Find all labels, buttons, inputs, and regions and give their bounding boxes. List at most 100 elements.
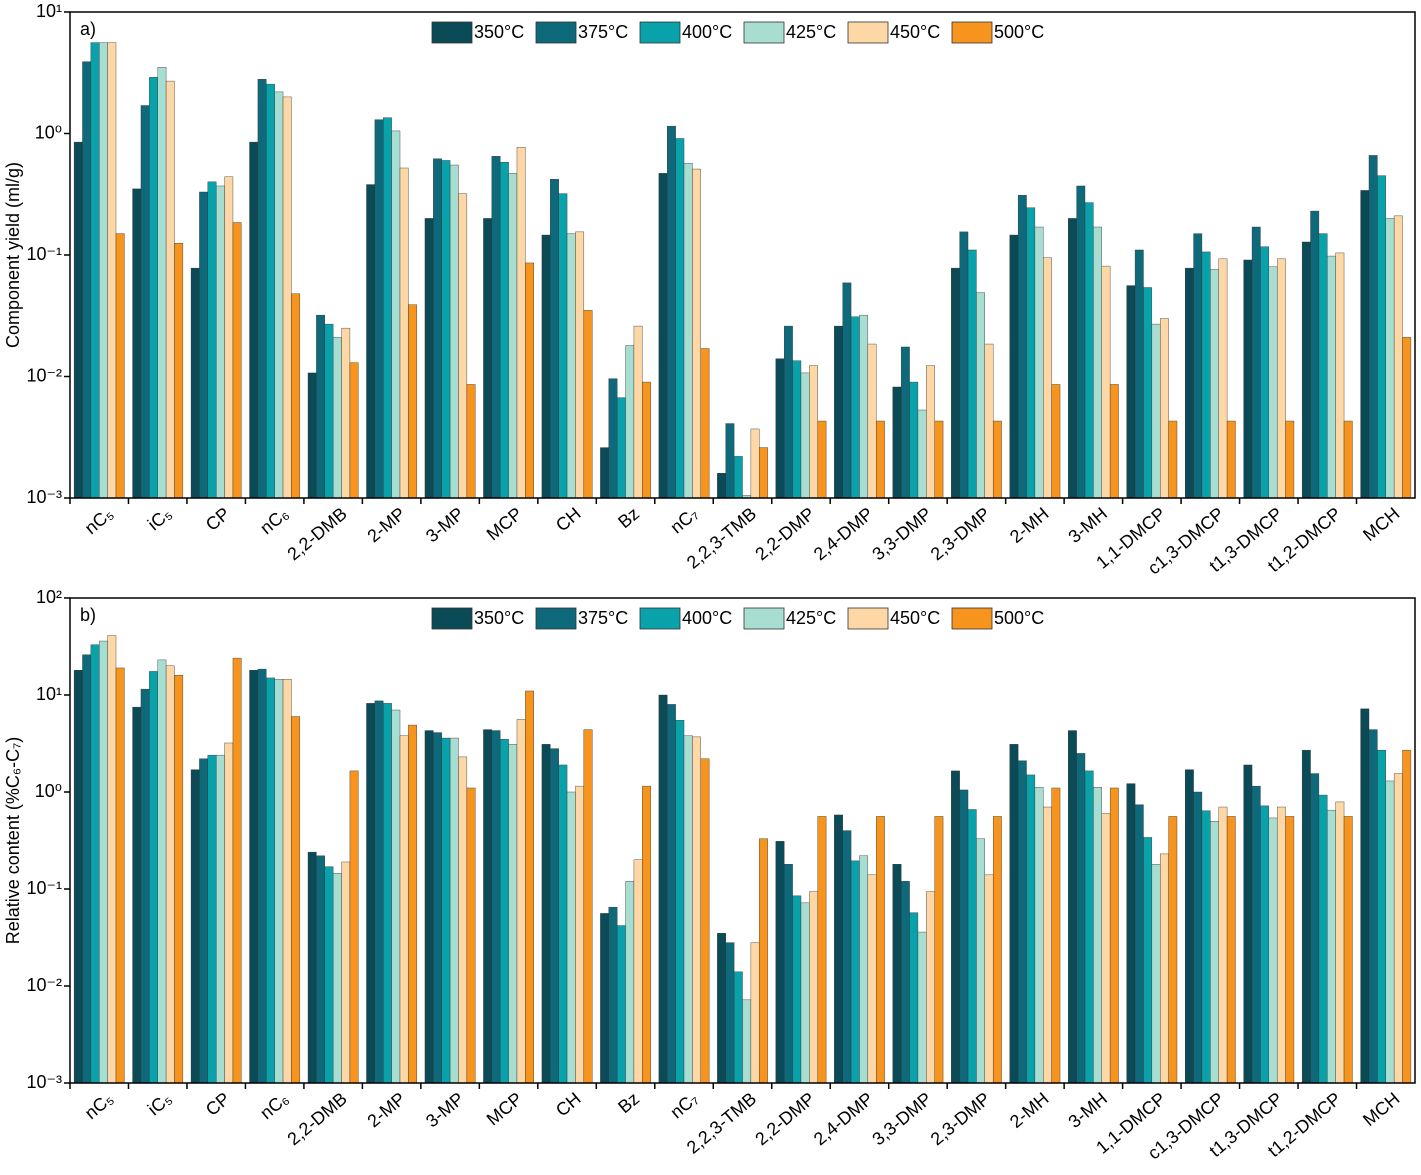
bar [1327, 809, 1336, 1084]
bar [1385, 780, 1395, 1084]
bar [1143, 287, 1153, 499]
bar [516, 147, 526, 499]
bar [424, 218, 434, 499]
bar [859, 314, 869, 499]
x-tick-label: 2,2-DMP [751, 503, 818, 564]
y-tick-label: 10⁻³ [26, 1072, 62, 1092]
bar [349, 770, 359, 1084]
bar [992, 816, 1002, 1084]
bar [1017, 760, 1027, 1084]
bar [1393, 215, 1403, 499]
bar [809, 365, 818, 499]
bar [1402, 337, 1412, 499]
bar [1251, 226, 1261, 499]
bar [525, 262, 534, 499]
bar [1335, 801, 1345, 1084]
bar [316, 855, 325, 1084]
bar [1243, 764, 1253, 1084]
bar [800, 372, 810, 499]
bar [1134, 804, 1144, 1084]
bar [892, 386, 902, 499]
bar [675, 719, 685, 1084]
bar [1093, 226, 1102, 499]
bar [1310, 773, 1320, 1084]
bar [750, 428, 760, 499]
x-tick-label: CH [552, 503, 585, 535]
bar [1377, 175, 1386, 499]
y-tick-label: 10⁻¹ [26, 244, 62, 264]
legend-label: 500°C [994, 22, 1044, 42]
bar [992, 420, 1002, 499]
y-tick-label: 10⁻³ [26, 487, 62, 507]
bar [1201, 810, 1211, 1084]
bar [1109, 384, 1119, 499]
bar [1168, 420, 1178, 499]
bar [1160, 853, 1169, 1084]
bar [99, 42, 108, 499]
x-tick-label: 3-MP [422, 503, 468, 546]
legend-swatch [639, 607, 681, 630]
x-tick-label: iC₅ [144, 1088, 175, 1119]
bar [224, 742, 234, 1084]
bar [683, 735, 693, 1084]
bar [1034, 226, 1044, 499]
bar [876, 420, 885, 499]
bar [700, 758, 710, 1084]
bar [1051, 384, 1061, 499]
bar [742, 999, 752, 1084]
bar [132, 706, 142, 1084]
x-tick-label: 2,2-DMB [284, 503, 351, 564]
legend-label: 350°C [474, 22, 524, 42]
bar [1193, 791, 1203, 1084]
bar [399, 167, 409, 499]
bar [842, 282, 852, 499]
bar [149, 671, 158, 1084]
bar [1327, 255, 1336, 499]
bar [817, 816, 827, 1084]
bar [500, 162, 509, 499]
bar [408, 304, 417, 499]
bar [583, 310, 593, 499]
legend-label: 375°C [578, 608, 628, 628]
bar [1193, 233, 1203, 499]
bar [926, 891, 935, 1084]
bar [433, 158, 442, 499]
bar [1184, 769, 1194, 1084]
bar [508, 173, 518, 499]
bar [391, 130, 401, 499]
bar [566, 233, 576, 499]
bar [232, 222, 242, 499]
bar [1026, 207, 1036, 499]
bar [900, 346, 910, 499]
bar [959, 231, 969, 499]
bar [1268, 266, 1278, 499]
bar [541, 744, 551, 1084]
bar [1360, 190, 1370, 499]
bar [1343, 420, 1353, 499]
bar [1385, 218, 1395, 499]
bar [274, 91, 284, 499]
bar [1251, 785, 1261, 1084]
bar [383, 703, 392, 1084]
bar [1318, 233, 1328, 499]
y-axis-label: Relative content (%C₆-C₇) [3, 737, 23, 945]
bar [107, 42, 117, 499]
bar [700, 348, 710, 499]
x-tick-label: 2-MP [363, 1088, 409, 1131]
bar [90, 42, 100, 499]
bar [449, 164, 459, 499]
bar [1126, 285, 1136, 499]
legend-swatch [535, 21, 577, 44]
bar [1126, 783, 1136, 1084]
bar [282, 679, 292, 1084]
bar [633, 325, 643, 499]
bar [1009, 234, 1019, 499]
bar [1009, 744, 1019, 1084]
bar [207, 754, 217, 1084]
x-tick-label: CH [552, 1088, 585, 1120]
y-tick-label: 10⁻² [26, 365, 62, 385]
bar [274, 679, 284, 1084]
bar [516, 719, 526, 1084]
bar [1084, 202, 1094, 499]
bar [257, 668, 267, 1084]
